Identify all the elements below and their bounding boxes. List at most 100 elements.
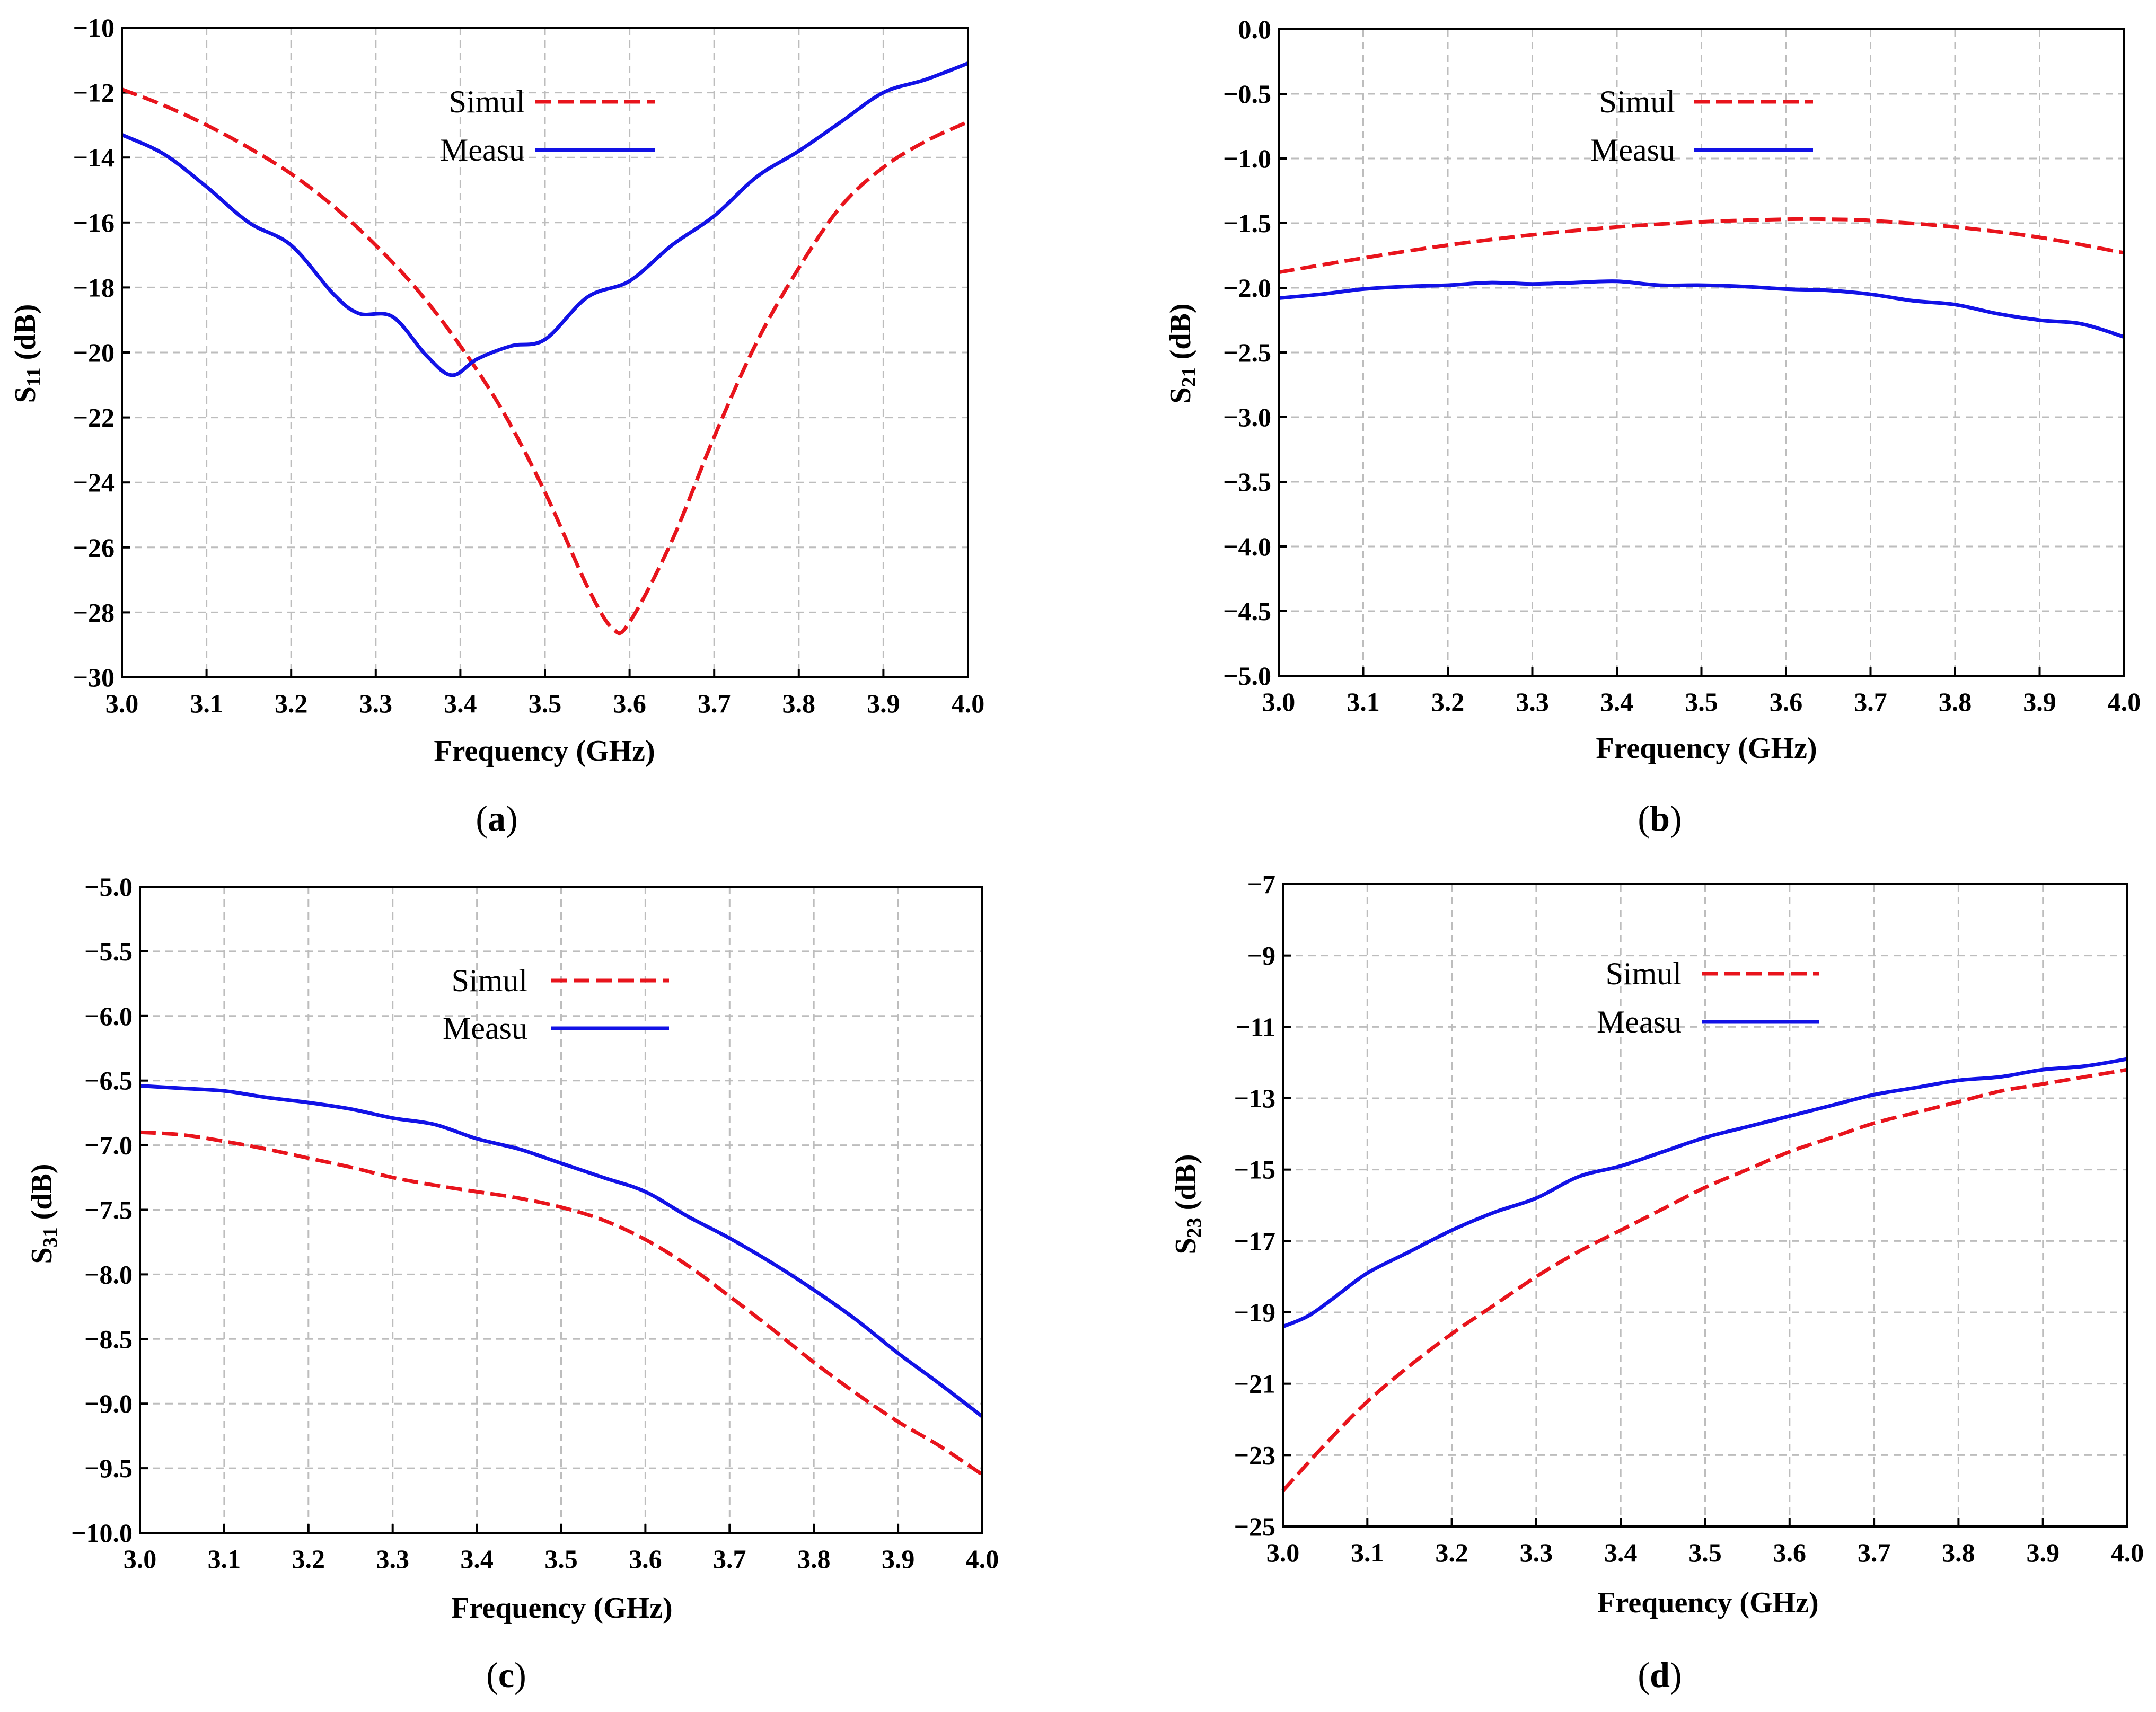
y-tick-label: 0.0 [1238, 14, 1272, 44]
legend-label-simul: Simul [452, 963, 527, 998]
y-tick-label: −7 [1247, 869, 1276, 899]
y-tick-label: −25 [1234, 1512, 1276, 1541]
y-tick-label: −8.0 [84, 1259, 133, 1289]
caption-b: (b) [1638, 798, 1682, 839]
y-tick-label: −10.0 [71, 1518, 133, 1548]
y-tick-label: −21 [1234, 1369, 1276, 1399]
plot-area-b: 3.0 3.1 3.2 3.3 3.4 3.5 3.6 3.7 3.8 3.9 4.0 0.0 −0.5… [1223, 14, 2141, 717]
y-tick-label: −6.5 [84, 1066, 133, 1096]
y-tick-label: −17 [1234, 1226, 1276, 1256]
y-tick-label: −0.5 [1223, 79, 1271, 109]
caption-d: (d) [1638, 1655, 1682, 1695]
x-tick-label: 3.6 [1773, 1538, 1807, 1567]
x-tick-label: 3.4 [444, 689, 477, 718]
y-tick-label: −9 [1247, 941, 1276, 970]
x-tick-label: 3.9 [2023, 687, 2056, 717]
legend-label-simul: Simul [1599, 84, 1675, 119]
simulated-series-line [1281, 1067, 2128, 1493]
y-tick-label: −23 [1234, 1440, 1276, 1470]
x-tick-label: 3.9 [2026, 1538, 2060, 1567]
x-tick-label: 3.6 [613, 689, 646, 718]
x-tick-label: 3.4 [460, 1544, 494, 1574]
x-tick-label: 4.0 [2108, 687, 2141, 717]
x-tick-label: 3.1 [190, 689, 223, 718]
x-tick-label: 3.0 [105, 689, 139, 718]
x-tick-label: 3.9 [882, 1544, 915, 1574]
panel-d: 3.0 3.1 3.2 3.3 3.4 3.5 3.6 3.7 3.8 3.9 4.0 −7 −9 −11… [1169, 869, 2144, 1695]
panel-c: 3.0 3.1 3.2 3.3 3.4 3.5 3.6 3.7 3.8 3.9 4.0 −5.0 −5.… [25, 872, 999, 1695]
x-tick-label: 3.4 [1604, 1538, 1638, 1567]
y-tick-label: −6.0 [84, 1001, 133, 1031]
y-axis-title-c: S31 (dB) [25, 1164, 61, 1264]
y-tick-label: −19 [1234, 1298, 1276, 1327]
x-tick-label: 3.6 [1770, 687, 1803, 717]
y-tick-label: −18 [73, 272, 115, 302]
x-tick-label: 3.5 [529, 689, 562, 718]
x-tick-label: 3.7 [698, 689, 731, 718]
x-axis-title-b: Frequency (GHz) [1596, 732, 1817, 765]
y-tick-label: −2.0 [1223, 273, 1271, 303]
y-tick-label: −5.5 [84, 937, 133, 966]
y-tick-label: −8.5 [84, 1324, 133, 1354]
x-tick-label: 3.0 [1266, 1538, 1300, 1567]
y-axis-title-a: S11 (dB) [9, 304, 45, 403]
x-tick-label: 3.8 [1942, 1538, 1975, 1567]
y-tick-label: −2.5 [1223, 338, 1271, 367]
plot-frame [1278, 28, 2125, 677]
y-tick-label: −5.0 [1223, 661, 1271, 691]
y-tick-label: −1.5 [1223, 208, 1271, 238]
legend-label-measu: Measu [443, 1011, 527, 1046]
measured-series-line [1282, 1057, 2128, 1329]
x-tick-label: 3.6 [629, 1544, 662, 1574]
y-tick-label: −28 [73, 597, 115, 627]
panel-a: 3.0 3.1 3.2 3.3 3.4 3.5 3.6 3.7 3.8 3.9 4.0 −10 −12 −… [9, 13, 984, 839]
y-tick-label: −1.0 [1223, 144, 1271, 173]
y-axis-title-b: S21 (dB) [1164, 304, 1200, 404]
simulated-series-line [121, 87, 969, 635]
x-tick-label: 3.2 [292, 1544, 325, 1574]
x-tick-label: 3.5 [1685, 687, 1718, 717]
measured-series-line [121, 61, 969, 377]
y-tick-label: −5.0 [84, 872, 133, 902]
y-tick-label: −3.5 [1223, 467, 1271, 497]
measured-series-line [1278, 279, 2125, 339]
plot-area-a: 3.0 3.1 3.2 3.3 3.4 3.5 3.6 3.7 3.8 3.9 4.0 −10 −12 −… [73, 13, 985, 718]
y-tick-label: −16 [73, 208, 115, 237]
x-tick-label: 3.0 [1262, 687, 1296, 717]
x-tick-label: 3.5 [1688, 1538, 1722, 1567]
y-tick-label: −22 [73, 403, 115, 433]
plot-frame [121, 27, 969, 678]
measured-series-line [139, 1084, 984, 1418]
x-tick-label: 3.8 [797, 1544, 831, 1574]
y-tick-label: −14 [73, 143, 115, 172]
x-tick-label: 3.3 [359, 689, 393, 718]
x-tick-label: 3.7 [1854, 687, 1887, 717]
y-tick-label: −7.5 [84, 1195, 133, 1225]
y-tick-label: −4.0 [1223, 532, 1271, 561]
y-tick-label: −9.0 [84, 1389, 133, 1418]
y-tick-label: −11 [1235, 1012, 1275, 1042]
legend-label-simul: Simul [1606, 956, 1682, 991]
caption-c: (c) [486, 1655, 526, 1695]
x-tick-label: 3.2 [1431, 687, 1465, 717]
y-tick-label: −9.5 [84, 1453, 133, 1483]
x-tick-label: 3.4 [1600, 687, 1634, 717]
x-axis-title-c: Frequency (GHz) [451, 1592, 672, 1625]
x-tick-label: 3.7 [1858, 1538, 1891, 1567]
x-tick-label: 3.3 [376, 1544, 409, 1574]
plot-frame [1282, 883, 2128, 1528]
legend-label-measu: Measu [1590, 133, 1675, 167]
y-tick-label: −10 [73, 13, 115, 42]
legend-label-simul: Simul [449, 84, 525, 119]
x-tick-label: 4.0 [966, 1544, 999, 1574]
y-tick-label: −3.0 [1223, 402, 1271, 432]
x-tick-label: 3.2 [1435, 1538, 1468, 1567]
legend-label-measu: Measu [1597, 1004, 1682, 1039]
y-tick-label: −30 [73, 663, 115, 692]
y-tick-label: −26 [73, 533, 115, 562]
y-tick-label: −20 [73, 338, 115, 367]
x-tick-label: 3.5 [544, 1544, 578, 1574]
x-tick-label: 3.8 [1939, 687, 1972, 717]
x-tick-label: 3.1 [1347, 687, 1380, 717]
